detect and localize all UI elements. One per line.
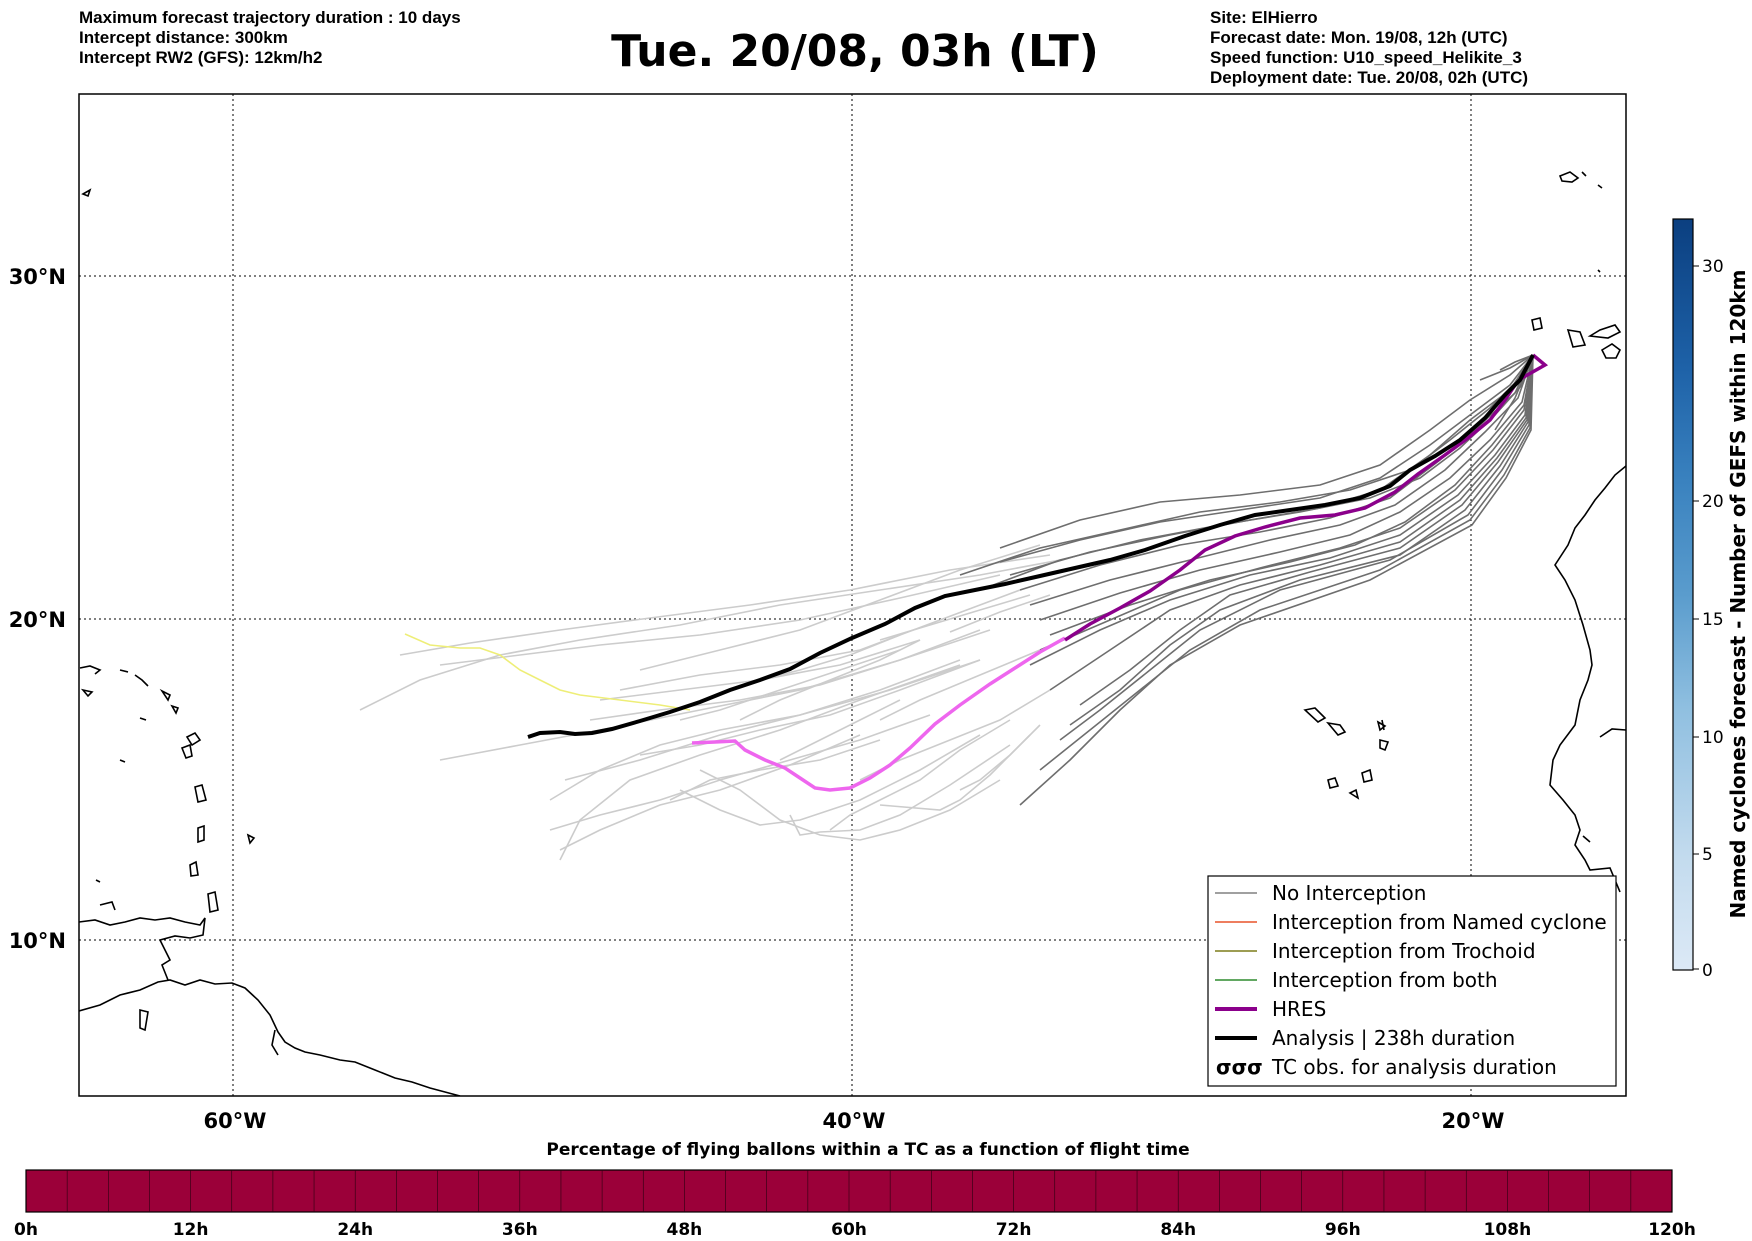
- colorbar-label: Named cyclones forecast - Number of GEFS…: [1726, 270, 1750, 919]
- legend-label-hres: HRES: [1272, 997, 1326, 1021]
- colorbar-tick-10: 10: [1702, 728, 1724, 748]
- bottom-tick-24h: 24h: [337, 1220, 373, 1240]
- page-title: Tue. 20/08, 03h (LT): [611, 26, 1099, 77]
- lat-label-20n: 20°N: [9, 608, 66, 632]
- legend-label-tc-obs: TC obs. for analysis duration: [1271, 1055, 1557, 1079]
- bottom-tick-108h: 108h: [1484, 1220, 1532, 1240]
- bottom-tick-120h: 120h: [1648, 1220, 1696, 1240]
- header-left-info: Maximum forecast trajectory duration : 1…: [79, 8, 461, 68]
- colorbar: 0 5 10 15 20 30 Named cyclones forecast …: [1672, 218, 1750, 981]
- header-right-info: Site: ElHierro Forecast date: Mon. 19/08…: [1210, 8, 1528, 88]
- latitude-labels: 30°N 20°N 10°N: [9, 265, 66, 953]
- coastlines: [79, 171, 1626, 1096]
- lon-label-60w: 60°W: [204, 1109, 267, 1133]
- intercept-distance-text: Intercept distance: 300km: [79, 28, 288, 47]
- bottom-tick-72h: 72h: [996, 1220, 1032, 1240]
- bottom-tick-60h: 60h: [831, 1220, 867, 1240]
- forecast-date-text: Forecast date: Mon. 19/08, 12h (UTC): [1210, 28, 1508, 47]
- trajectory-duration-text: Maximum forecast trajectory duration : 1…: [79, 8, 461, 27]
- colorbar-gradient: [1672, 218, 1694, 971]
- speed-function-text: Speed function: U10_speed_Helikite_3: [1210, 48, 1522, 67]
- legend-label-no-interception: No Interception: [1272, 881, 1426, 905]
- legend-label-analysis: Analysis | 238h duration: [1272, 1026, 1515, 1050]
- bottom-tick-12h: 12h: [173, 1220, 209, 1240]
- lon-label-40w: 40°W: [823, 1109, 886, 1133]
- colorbar-tick-15: 15: [1702, 610, 1724, 630]
- lat-label-10n: 10°N: [9, 929, 66, 953]
- colorbar-tick-5: 5: [1702, 845, 1713, 865]
- site-text: Site: ElHierro: [1210, 8, 1318, 27]
- legend-label-trochoid: Interception from Trochoid: [1272, 939, 1536, 963]
- bottom-tick-0h: 0h: [14, 1220, 38, 1240]
- lon-label-20w: 20°W: [1442, 1109, 1505, 1133]
- hres-early-track: [691, 636, 1066, 792]
- legend: No Interception Interception from Named …: [1207, 875, 1617, 1087]
- legend-box: [1207, 875, 1617, 1087]
- longitude-labels: 60°W 40°W 20°W: [204, 1109, 1505, 1133]
- deployment-date-text: Deployment date: Tue. 20/08, 02h (UTC): [1210, 68, 1529, 87]
- bottom-tick-36h: 36h: [502, 1220, 538, 1240]
- bottom-tick-48h: 48h: [667, 1220, 703, 1240]
- lat-label-30n: 30°N: [9, 265, 66, 289]
- early-track-yellow: [404, 633, 691, 711]
- intercept-rw2-text: Intercept RW2 (GFS): 12km/h2: [79, 48, 323, 67]
- legend-label-both: Interception from both: [1272, 968, 1498, 992]
- legend-label-named-cyclone: Interception from Named cyclone: [1272, 910, 1607, 934]
- bottom-tick-96h: 96h: [1325, 1220, 1361, 1240]
- analysis-track: [527, 354, 1535, 739]
- colorbar-tick-30: 30: [1702, 257, 1724, 277]
- ensemble-tracks-light: [359, 544, 1061, 861]
- colorbar-tick-0: 0: [1702, 961, 1713, 981]
- colorbar-tick-20: 20: [1702, 492, 1724, 512]
- bottom-percentage-bar: Percentage of flying ballons within a TC…: [14, 1140, 1696, 1240]
- cyclone-symbol-icon: σσσ: [1216, 1055, 1263, 1079]
- bottom-tick-84h: 84h: [1160, 1220, 1196, 1240]
- bottom-bar-title: Percentage of flying ballons within a TC…: [546, 1140, 1189, 1160]
